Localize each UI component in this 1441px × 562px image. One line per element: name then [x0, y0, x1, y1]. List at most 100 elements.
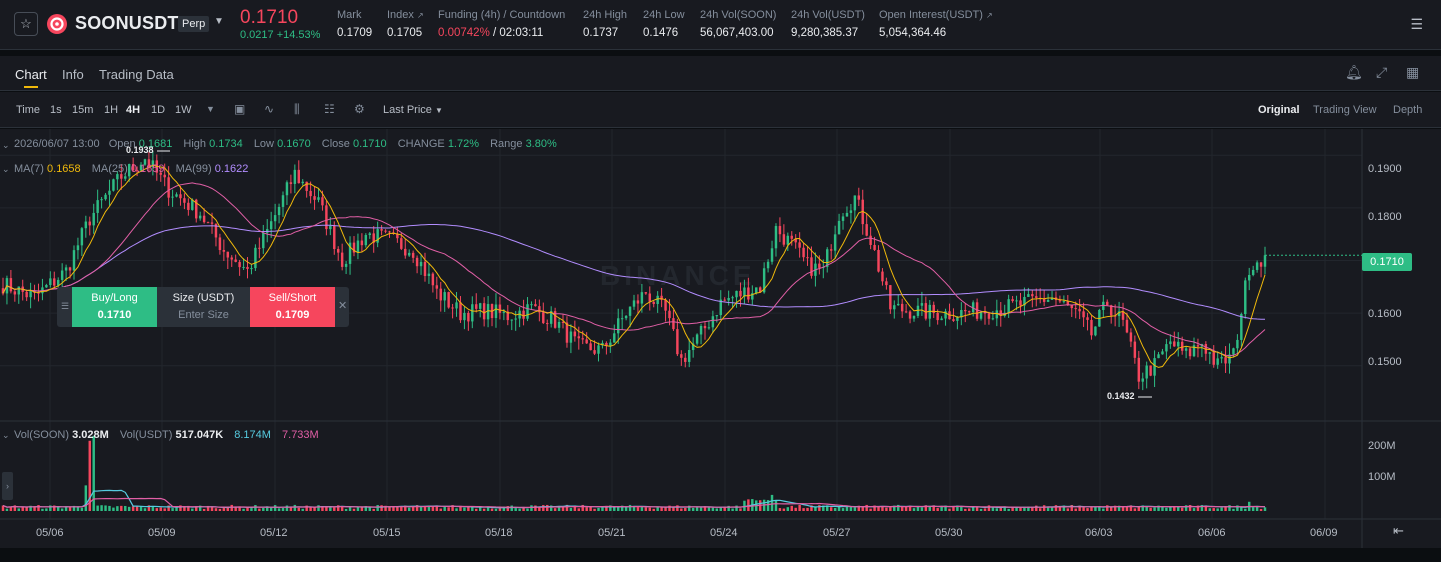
- candle-body: [1090, 319, 1093, 336]
- more-intervals-caret-icon[interactable]: ▼: [206, 104, 215, 114]
- buy-long-button[interactable]: Buy/Long 0.1710: [72, 287, 157, 327]
- collapse-caret-icon[interactable]: ⌄: [2, 140, 10, 150]
- candle-body: [597, 345, 600, 354]
- volume-bar: [104, 505, 107, 511]
- candle-body: [1169, 341, 1172, 345]
- symbol-name[interactable]: SOONUSDT: [75, 13, 179, 33]
- volume-bar: [739, 508, 742, 511]
- expand-panel-icon[interactable]: ›: [2, 472, 13, 500]
- candle-body: [703, 325, 707, 329]
- candle-body: [120, 174, 123, 179]
- stat-open-interest[interactable]: Open Interest(USDT) ↗ 5,054,364.46: [879, 9, 993, 39]
- candle-body: [920, 303, 924, 306]
- candle-body: [581, 338, 584, 340]
- gear-icon[interactable]: ⚙: [354, 102, 365, 116]
- size-input-box[interactable]: Size (USDT) Enter Size: [157, 287, 250, 327]
- interval-1w[interactable]: 1W: [175, 104, 192, 116]
- tab-info[interactable]: Info: [62, 67, 84, 82]
- candle-body: [1070, 304, 1073, 309]
- volume-bar: [979, 508, 983, 511]
- volume-bar: [877, 506, 880, 511]
- candle-body: [80, 228, 84, 246]
- close-icon[interactable]: ✕: [338, 300, 348, 312]
- candle-body: [711, 316, 715, 328]
- interval-4h[interactable]: 4H: [126, 104, 141, 116]
- calendar-icon[interactable]: ▣: [234, 102, 246, 116]
- tab-trading-data[interactable]: Trading Data: [99, 67, 174, 82]
- layout-grid-icon[interactable]: ▦: [1406, 64, 1420, 80]
- volume-bar: [92, 435, 95, 511]
- candle-body: [790, 235, 793, 239]
- reset-scale-icon[interactable]: ⇤: [1393, 523, 1404, 538]
- collapse-caret-icon[interactable]: ⌄: [2, 164, 10, 174]
- candle-body: [321, 197, 324, 206]
- candle-body: [1157, 354, 1160, 359]
- view-trading-view[interactable]: Trading View: [1313, 104, 1377, 116]
- vol-quote-value: 517.047K: [175, 429, 224, 441]
- candle-body: [774, 226, 778, 249]
- volume-bar: [1224, 506, 1227, 511]
- volume-bar: [400, 506, 403, 511]
- volume-bar: [143, 508, 147, 511]
- candle-body: [309, 190, 312, 197]
- stat-label: Mark: [337, 9, 362, 21]
- volume-bar: [64, 506, 68, 511]
- volume-bar: [593, 508, 596, 511]
- symbol-dropdown-icon[interactable]: ▼: [214, 16, 224, 27]
- price-type-select[interactable]: Last Price ▼: [383, 104, 443, 116]
- candlestick-chart[interactable]: BINANCE: [0, 129, 1441, 548]
- volume-bar: [798, 504, 801, 511]
- volume-bar: [451, 505, 454, 511]
- candle-body: [751, 293, 754, 300]
- volume-bar: [56, 506, 60, 511]
- volume-bar: [549, 505, 553, 511]
- chart-area[interactable]: BINANCE ⌄ 2026/06/07 13:00 Open 0.1681 H…: [0, 129, 1441, 548]
- settings-sliders-icon[interactable]: ☷: [324, 102, 335, 116]
- candle-body: [1244, 280, 1247, 315]
- view-depth[interactable]: Depth: [1393, 104, 1423, 116]
- volume-bar: [1184, 505, 1188, 511]
- volume-bar: [1212, 508, 1215, 511]
- volume-bar: [632, 506, 636, 511]
- volume-bar: [652, 508, 655, 511]
- interval-1s[interactable]: 1s: [50, 104, 62, 116]
- tab-chart[interactable]: Chart: [15, 67, 47, 82]
- indicators-icon[interactable]: ∿: [264, 102, 275, 116]
- candle-body: [1212, 352, 1215, 365]
- buy-price: 0.1710: [97, 309, 132, 321]
- candle-body: [707, 327, 711, 329]
- sell-short-button[interactable]: Sell/Short 0.1709: [250, 287, 335, 327]
- candle-body: [1165, 344, 1168, 352]
- volume-bar: [1161, 506, 1164, 511]
- volume-ma2-line: [2, 497, 1266, 508]
- volume-bar: [546, 504, 549, 511]
- volume-bar: [187, 505, 190, 511]
- candle-body: [1149, 365, 1152, 376]
- volume-bar: [455, 508, 458, 511]
- open-label: Open: [108, 138, 136, 150]
- candle-body: [344, 263, 348, 267]
- volume-bar: [163, 508, 166, 511]
- interval-1d[interactable]: 1D: [151, 104, 166, 116]
- candle-body: [755, 287, 758, 294]
- stat-index[interactable]: Index ↗ 0.1705: [387, 9, 424, 39]
- chart-type-icon[interactable]: ⫼: [294, 102, 300, 116]
- fullscreen-icon[interactable]: ⤢: [1376, 64, 1388, 80]
- size-input[interactable]: Enter Size: [178, 309, 229, 321]
- volume-bar: [301, 508, 304, 511]
- drag-handle-icon[interactable]: ☰: [61, 301, 70, 311]
- candle-body: [1125, 319, 1129, 333]
- bell-icon[interactable]: 🔔︎: [1345, 64, 1363, 80]
- candle-body: [897, 303, 900, 306]
- interval-1h[interactable]: 1H: [104, 104, 119, 116]
- volume-bar: [147, 505, 151, 511]
- buy-label: Buy/Long: [91, 292, 138, 304]
- interval-15m[interactable]: 15m: [72, 104, 94, 116]
- stat-24h-low: 24h Low 0.1476: [643, 9, 685, 39]
- menu-icon[interactable]: ☰: [1410, 16, 1423, 32]
- volume-bar: [727, 505, 730, 511]
- view-original[interactable]: Original: [1258, 104, 1300, 116]
- collapse-caret-icon[interactable]: ⌄: [2, 430, 10, 440]
- favorite-star-icon[interactable]: ☆: [14, 12, 38, 36]
- volume-bar: [987, 505, 991, 511]
